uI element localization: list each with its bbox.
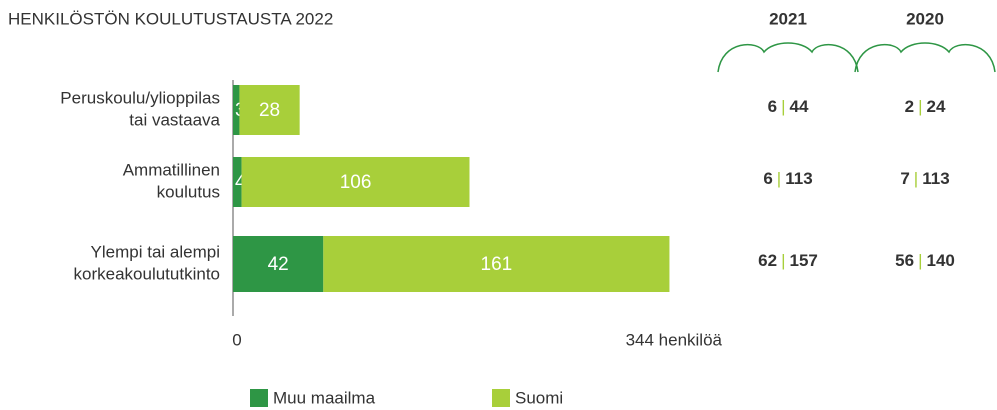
comparison-value: 113 (785, 169, 812, 188)
value-label: 42 (268, 254, 289, 275)
year-header: 2020 (906, 9, 944, 28)
category-label: Ylempi tai alempi (91, 242, 220, 261)
separator: | (781, 97, 785, 116)
bar-segment (233, 85, 240, 135)
legend-label: Suomi (515, 388, 563, 407)
comparison-value: 157 (789, 251, 817, 270)
separator: | (777, 169, 781, 188)
value-label: 106 (340, 172, 372, 193)
legend-swatch (492, 389, 510, 407)
category-label: Ammatillinen (123, 160, 220, 179)
legend-swatch (250, 389, 268, 407)
comparison-value: 24 (926, 97, 945, 116)
category-label: koulutus (157, 182, 220, 201)
comparison-values: 7 | 113 (900, 169, 949, 188)
arc-decoration (717, 42, 859, 73)
value-label: 161 (481, 254, 513, 275)
comparison-value: 44 (789, 97, 808, 116)
value-label: 28 (259, 100, 280, 121)
bar-segment (233, 157, 242, 207)
category-label: tai vastaava (129, 110, 220, 129)
comparison-value: 56 (895, 251, 914, 270)
x-tick-label: 344 henkilöä (626, 330, 723, 349)
bar-segment (239, 85, 300, 135)
x-tick-label: 0 (232, 330, 241, 349)
comparison-values: 2 | 24 (905, 97, 946, 116)
comparison-values: 62 | 157 (758, 251, 818, 270)
separator: | (918, 97, 922, 116)
comparison-value: 6 (763, 169, 772, 188)
comparison-values: 6 | 113 (763, 169, 812, 188)
value-label: 4 (235, 172, 246, 193)
comparison-value: 7 (900, 169, 909, 188)
comparison-value: 6 (768, 97, 777, 116)
comparison-value: 140 (926, 251, 954, 270)
bar-segment (241, 157, 470, 207)
year-header: 2021 (769, 9, 807, 28)
comparison-values: 56 | 140 (895, 251, 955, 270)
separator: | (781, 251, 785, 270)
bar-segment (323, 236, 670, 292)
comparison-value: 113 (922, 169, 949, 188)
arc-decoration (854, 42, 996, 73)
category-label: korkeakoulututkinto (74, 264, 220, 283)
category-label: Peruskoulu/ylioppilas (60, 88, 220, 107)
comparison-values: 6 | 44 (768, 97, 809, 116)
legend-label: Muu maailma (273, 388, 376, 407)
bar-segment (233, 236, 324, 292)
chart-title: HENKILÖSTÖN KOULUTUSTAUSTA 2022 (8, 9, 333, 28)
separator: | (914, 169, 918, 188)
separator: | (918, 251, 922, 270)
comparison-value: 2 (905, 97, 914, 116)
comparison-value: 62 (758, 251, 777, 270)
